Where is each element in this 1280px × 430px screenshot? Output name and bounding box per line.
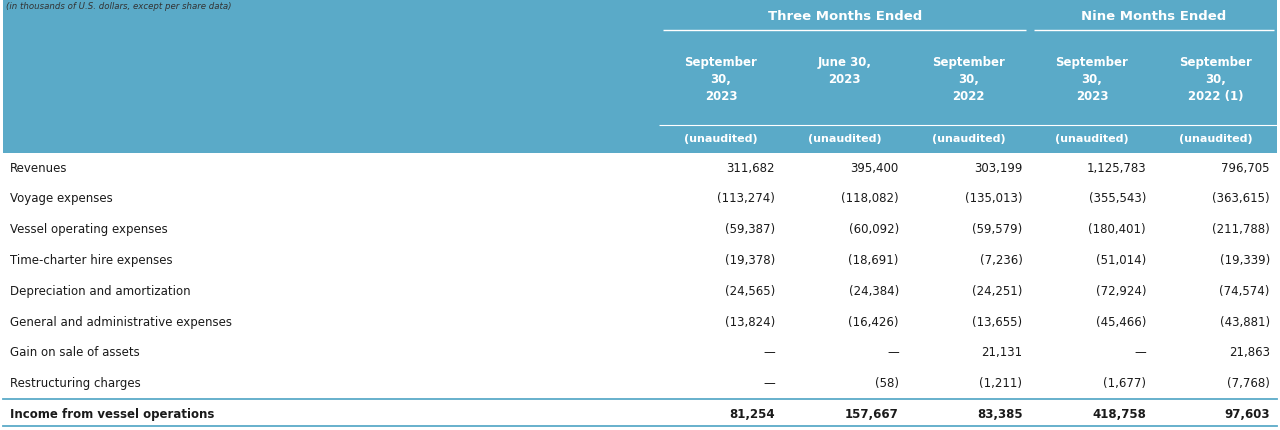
Bar	[3, 338, 1277, 369]
Text: (unaudited): (unaudited)	[808, 134, 882, 144]
Text: (unaudited): (unaudited)	[932, 134, 1005, 144]
Bar	[3, 399, 1277, 430]
Text: —: —	[887, 347, 899, 359]
Text: 796,705: 796,705	[1221, 162, 1270, 175]
Text: Gain on sale of assets: Gain on sale of assets	[10, 347, 140, 359]
Text: Three Months Ended: Three Months Ended	[768, 10, 922, 23]
Text: 97,603: 97,603	[1224, 408, 1270, 421]
Text: Income from vessel operations: Income from vessel operations	[10, 408, 215, 421]
Text: —: —	[1134, 347, 1146, 359]
Text: (24,565): (24,565)	[724, 285, 776, 298]
Text: 157,667: 157,667	[845, 408, 899, 421]
Text: September
30,
2023: September 30, 2023	[1056, 56, 1129, 103]
Text: (211,788): (211,788)	[1212, 223, 1270, 236]
Bar	[3, 276, 1277, 307]
Text: 311,682: 311,682	[727, 162, 776, 175]
Text: Depreciation and amortization: Depreciation and amortization	[10, 285, 191, 298]
Text: (60,092): (60,092)	[849, 223, 899, 236]
Text: (58): (58)	[874, 377, 899, 390]
Text: (unaudited): (unaudited)	[1179, 134, 1252, 144]
Text: Vessel operating expenses: Vessel operating expenses	[10, 223, 168, 236]
Text: Voyage expenses: Voyage expenses	[10, 192, 113, 206]
Text: 83,385: 83,385	[977, 408, 1023, 421]
Text: Nine Months Ended: Nine Months Ended	[1082, 10, 1226, 23]
Text: (72,924): (72,924)	[1096, 285, 1146, 298]
Text: 21,863: 21,863	[1229, 347, 1270, 359]
Text: September
30,
2022: September 30, 2022	[932, 56, 1005, 103]
Text: (unaudited): (unaudited)	[685, 134, 758, 144]
Text: Revenues: Revenues	[10, 162, 68, 175]
Text: (13,824): (13,824)	[724, 316, 776, 329]
Bar	[3, 307, 1277, 338]
Text: Restructuring charges: Restructuring charges	[10, 377, 141, 390]
Text: (13,655): (13,655)	[973, 316, 1023, 329]
Text: Time-charter hire expenses: Time-charter hire expenses	[10, 254, 173, 267]
Text: (24,384): (24,384)	[849, 285, 899, 298]
Text: 81,254: 81,254	[730, 408, 776, 421]
Text: (18,691): (18,691)	[849, 254, 899, 267]
Text: General and administrative expenses: General and administrative expenses	[10, 316, 232, 329]
Text: (7,768): (7,768)	[1228, 377, 1270, 390]
Text: (59,579): (59,579)	[973, 223, 1023, 236]
Text: (113,274): (113,274)	[717, 192, 776, 206]
Text: (1,677): (1,677)	[1103, 377, 1146, 390]
Bar	[3, 245, 1277, 276]
Text: (135,013): (135,013)	[965, 192, 1023, 206]
Text: (118,082): (118,082)	[841, 192, 899, 206]
Bar	[3, 0, 1277, 153]
Text: (16,426): (16,426)	[849, 316, 899, 329]
Text: (45,466): (45,466)	[1096, 316, 1146, 329]
Bar	[3, 369, 1277, 399]
Text: 395,400: 395,400	[851, 162, 899, 175]
Text: (19,378): (19,378)	[724, 254, 776, 267]
Text: September
30,
2022 (1): September 30, 2022 (1)	[1179, 56, 1252, 103]
Text: (355,543): (355,543)	[1089, 192, 1146, 206]
Bar	[3, 184, 1277, 214]
Bar	[3, 214, 1277, 245]
Text: (59,387): (59,387)	[724, 223, 776, 236]
Text: (51,014): (51,014)	[1096, 254, 1146, 267]
Text: (363,615): (363,615)	[1212, 192, 1270, 206]
Text: (1,211): (1,211)	[979, 377, 1023, 390]
Text: (24,251): (24,251)	[972, 285, 1023, 298]
Text: —: —	[763, 347, 776, 359]
Text: (180,401): (180,401)	[1088, 223, 1146, 236]
Text: (unaudited): (unaudited)	[1055, 134, 1129, 144]
Text: (7,236): (7,236)	[979, 254, 1023, 267]
Text: September
30,
2023: September 30, 2023	[685, 56, 758, 103]
Text: —: —	[763, 377, 776, 390]
Text: 418,758: 418,758	[1092, 408, 1146, 421]
Text: (19,339): (19,339)	[1220, 254, 1270, 267]
Bar	[3, 153, 1277, 184]
Text: (74,574): (74,574)	[1220, 285, 1270, 298]
Text: (43,881): (43,881)	[1220, 316, 1270, 329]
Text: 303,199: 303,199	[974, 162, 1023, 175]
Text: (in thousands of U.S. dollars, except per share data): (in thousands of U.S. dollars, except pe…	[6, 2, 232, 11]
Text: 1,125,783: 1,125,783	[1087, 162, 1146, 175]
Text: 21,131: 21,131	[982, 347, 1023, 359]
Text: June 30,
2023: June 30, 2023	[818, 56, 872, 103]
